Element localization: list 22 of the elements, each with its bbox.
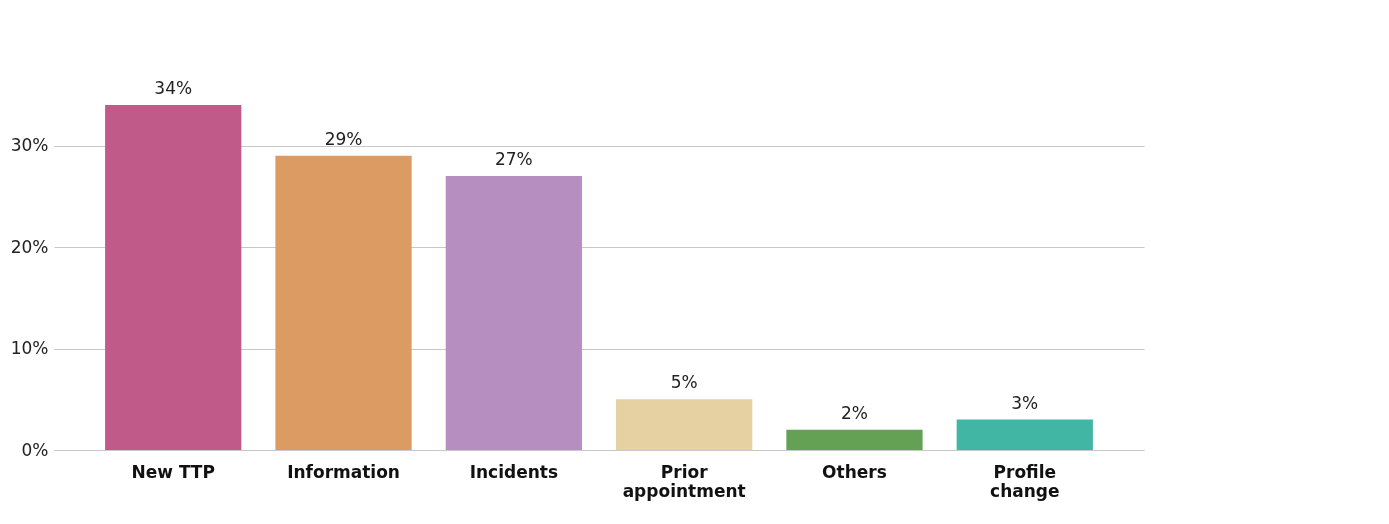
data-label: 5% — [670, 372, 698, 393]
y-tick-label: 10% — [10, 338, 49, 359]
x-tick-label: New TTP — [131, 461, 215, 482]
y-tick-label: 20% — [10, 236, 49, 257]
bar — [956, 419, 1093, 450]
y-tick-label: 30% — [10, 135, 49, 156]
bar — [275, 155, 412, 450]
bar — [445, 176, 582, 450]
data-label: 29% — [324, 128, 363, 149]
x-tick-label: Profile change — [990, 461, 1060, 501]
x-tick-label: Others — [822, 461, 887, 482]
data-label: 34% — [154, 78, 193, 98]
x-tick-label: Incidents — [469, 461, 559, 482]
data-label: 2% — [840, 402, 868, 423]
data-label: 27% — [494, 149, 533, 170]
data-label: 3% — [1011, 392, 1039, 413]
x-tick-label: Information — [287, 461, 400, 482]
y-tick-label: 0% — [21, 439, 49, 460]
bar — [105, 105, 242, 450]
bar — [786, 429, 923, 450]
bar — [616, 399, 753, 450]
x-tick-label: Prior appointment — [622, 461, 746, 501]
